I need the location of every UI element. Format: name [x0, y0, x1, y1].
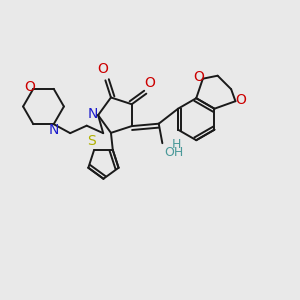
Text: S: S — [87, 134, 95, 148]
Text: O: O — [235, 93, 246, 107]
Text: H: H — [172, 138, 181, 151]
Text: N: N — [49, 123, 59, 136]
Text: OH: OH — [164, 146, 183, 159]
Text: O: O — [145, 76, 155, 90]
Text: O: O — [193, 70, 204, 84]
Text: O: O — [98, 62, 108, 76]
Text: O: O — [24, 80, 35, 94]
Text: N: N — [88, 107, 98, 121]
